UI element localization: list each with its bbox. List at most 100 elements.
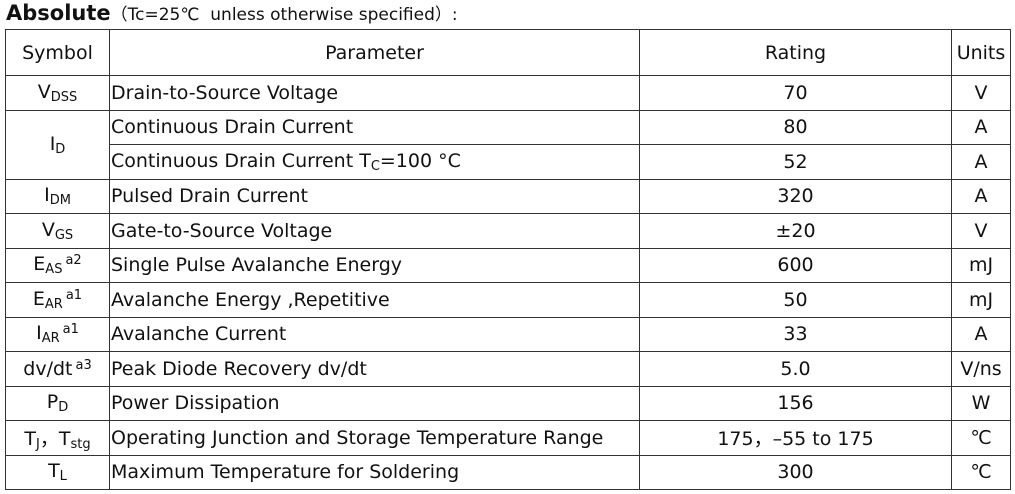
rating-cell: 5.0 (639, 351, 952, 387)
units-cell: V/ns (951, 351, 1011, 387)
rating-cell: 320 (639, 178, 952, 214)
text: E (33, 253, 46, 276)
header-cell: Parameter (109, 29, 640, 76)
symbol-cell: PD (5, 385, 110, 421)
row: EARa1 Avalanche Energy ,Repetitive 50 mJ (5, 282, 1011, 318)
parameter-cell: Pulsed Drain Current (109, 178, 640, 214)
parameter-cell: Single Pulse Avalanche Energy (109, 247, 640, 283)
rating-cell: ±20 (639, 213, 952, 249)
rating-cell: 33 (639, 316, 952, 352)
symbol-cell: dv/dt a3 (5, 351, 110, 387)
units-cell: A (951, 178, 1011, 214)
text: V (41, 218, 55, 241)
units-cell: A (951, 316, 1011, 352)
text: Power Dissipation (111, 392, 280, 415)
symbol-cell: VGS (5, 213, 110, 249)
text: ，T (39, 427, 71, 450)
text: I (49, 132, 56, 155)
units-cell: ℃ (951, 454, 1011, 490)
row: ID Continuous Drain Current 80 A (5, 109, 1011, 180)
superscript: a2 (65, 253, 82, 269)
row: PD Power Dissipation 156 W (5, 385, 1011, 421)
row: IARa1 Avalanche Current 33 A (5, 316, 1011, 352)
header-cell: Symbol (5, 29, 110, 76)
subscript: DM (49, 193, 71, 209)
subscript: C (370, 158, 380, 174)
text: P (46, 391, 59, 414)
text: T (48, 460, 60, 483)
text: T (24, 427, 37, 450)
header-row: Symbol Parameter Rating Units (5, 29, 1011, 76)
subscript: AR (41, 331, 60, 347)
text: Single Pulse Avalanche Energy (111, 254, 402, 277)
text: Avalanche Current (111, 323, 287, 346)
units-cell: mJ (951, 282, 1011, 318)
text: dv/dt (23, 357, 73, 380)
row: Continuous Drain Current TC=100 °C 52 A (6, 144, 1011, 180)
parameter-cell: Peak Diode Recovery dv/dt (109, 351, 640, 387)
parameter-cell: Maximum Temperature for Soldering (109, 454, 640, 490)
units-cell: ℃ (951, 420, 1011, 456)
superscript: a3 (75, 357, 92, 373)
symbol-cell: EASa2 (5, 247, 110, 283)
heading-note: （Tc=25℃ unless otherwise specified）: (110, 5, 458, 25)
subscript: D (58, 400, 69, 416)
subscript: AS (45, 262, 63, 278)
subscript: AR (44, 296, 63, 312)
row: VDSS Drain-to-Source Voltage 70 V (5, 75, 1011, 111)
rating-cell: 600 (639, 247, 952, 283)
rating-cell: 156 (639, 385, 952, 421)
units-cell: mJ (951, 247, 1011, 283)
parameter-cell: Operating Junction and Storage Temperatu… (109, 420, 640, 456)
subscript: L (59, 469, 67, 485)
text: E (32, 287, 45, 310)
superscript: a1 (65, 287, 83, 303)
header-cell: Units (951, 29, 1011, 76)
heading-bold: Absolute (6, 1, 111, 25)
row: TJ，Tstg Operating Junction and Storage Te… (5, 420, 1011, 456)
text: Continuous Drain Current (111, 116, 354, 139)
subscript: GS (54, 227, 74, 243)
symbol-cell: IARa1 (5, 316, 110, 352)
text: Peak Diode Recovery dv/dt (111, 357, 367, 380)
subscript: DSS (50, 89, 78, 105)
subscript: stg (70, 436, 91, 452)
units-cell: A (951, 144, 1011, 180)
rating-cell: 52 (639, 144, 952, 180)
symbol-cell: IDM (5, 178, 110, 214)
row: IDM Pulsed Drain Current 320 A (5, 178, 1011, 214)
parameter-cell: Continuous Drain Current TC=100 °C (109, 144, 640, 180)
text: Maximum Temperature for Soldering (111, 461, 460, 484)
text: Gate-to-Source Voltage (111, 219, 333, 242)
subscript: D (55, 141, 66, 157)
text: Drain-to-Source Voltage (111, 81, 339, 104)
rating-cell: 80 (639, 109, 952, 145)
parameter-cell: Power Dissipation (109, 385, 640, 421)
row: EASa2 Single Pulse Avalanche Energy 600 mJ (5, 247, 1011, 283)
row: TL Maximum Temperature for Soldering 300 ℃ (5, 454, 1011, 490)
heading: Absolute（Tc=25℃ unless otherwise specifi… (6, 0, 458, 26)
text: Avalanche Energy ,Repetitive (111, 288, 390, 311)
parameter-cell: Gate-to-Source Voltage (109, 213, 640, 249)
rating-cell: 175，–55 to 175 (639, 420, 952, 456)
text: Continuous Drain Current T (111, 149, 371, 172)
parameter-cell: Drain-to-Source Voltage (109, 75, 640, 111)
symbol-cell: VDSS (5, 75, 110, 111)
superscript: a1 (62, 322, 79, 338)
units-cell: V (951, 213, 1011, 249)
symbol-cell: ID (5, 109, 110, 180)
header-cell: Rating (639, 29, 952, 76)
rating-cell: 50 (639, 282, 952, 318)
symbol-cell: TJ，Tstg (5, 420, 110, 456)
units-cell: V (951, 75, 1011, 111)
row: dv/dt a3 Peak Diode Recovery dv/dt 5.0 V/ns (5, 351, 1011, 387)
rating-cell: 70 (639, 75, 952, 111)
rating-cell: 300 (639, 454, 952, 490)
units-cell: A (951, 109, 1011, 145)
text: =100 °C (379, 149, 461, 172)
symbol-cell: EARa1 (5, 282, 110, 318)
ratings-table: Symbol Parameter Rating Units VDSS Drain-to-… (5, 29, 1011, 490)
text: Operating Junction and Storage Temperatu… (111, 426, 604, 449)
text: I (36, 322, 42, 345)
units-cell: W (951, 385, 1011, 421)
